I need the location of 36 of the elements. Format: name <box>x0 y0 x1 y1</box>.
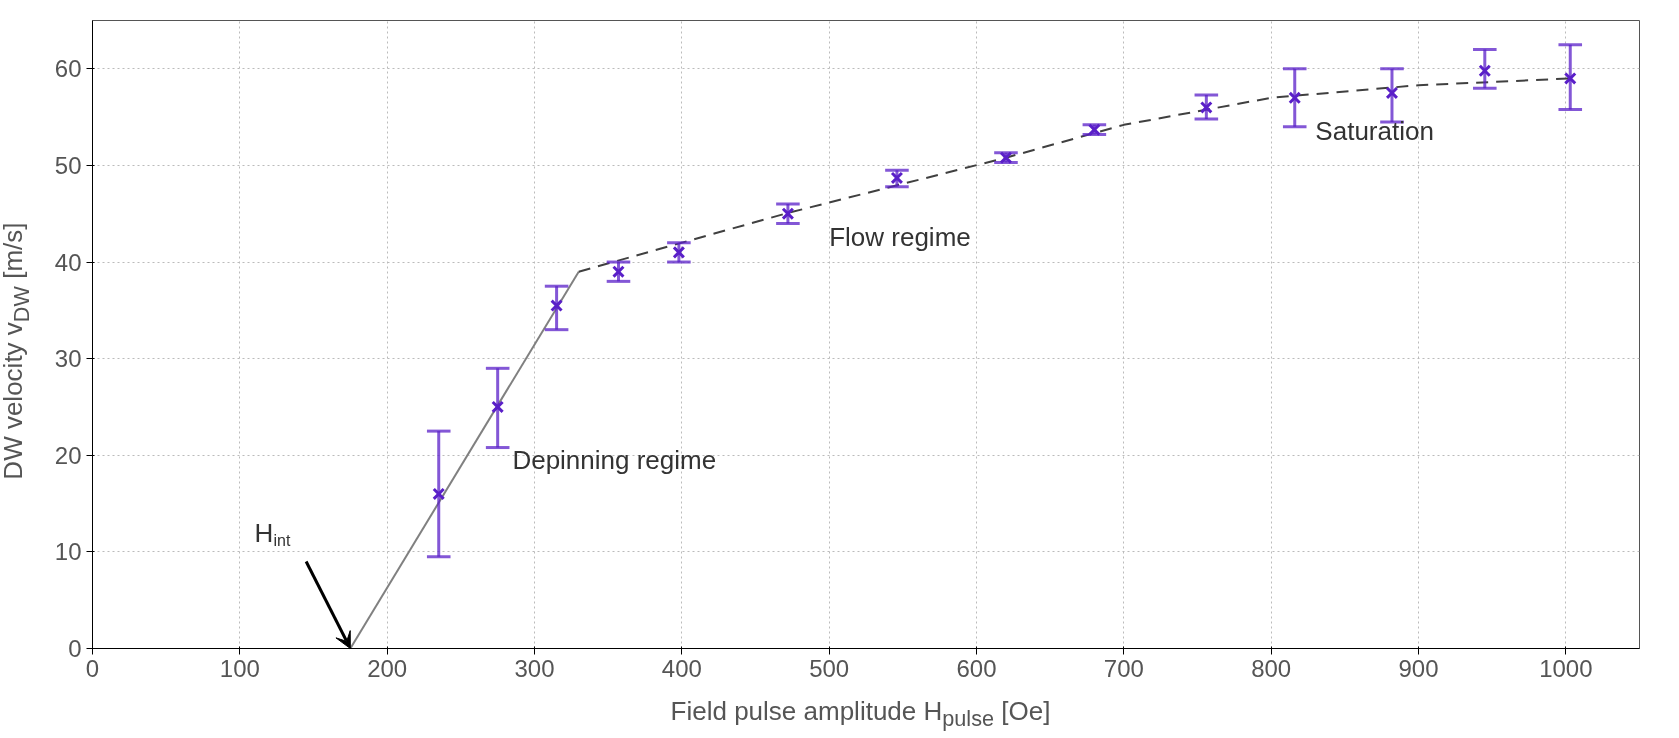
point <box>781 207 795 221</box>
point <box>1478 64 1492 78</box>
x-tick-label: 700 <box>1103 654 1144 682</box>
point <box>432 487 446 501</box>
point <box>491 400 505 414</box>
annotation: Depinning regime <box>512 444 717 475</box>
x-tick-label: 600 <box>956 654 997 682</box>
annotation: Flow regime <box>829 222 971 253</box>
point <box>1385 86 1399 100</box>
point <box>1087 123 1101 137</box>
point <box>550 299 564 312</box>
point <box>1288 91 1302 105</box>
x-tick-label: 800 <box>1251 654 1292 682</box>
annotation: Saturation <box>1315 116 1434 147</box>
point <box>1563 72 1577 85</box>
point <box>672 245 686 259</box>
x-tick-label: 200 <box>367 654 408 682</box>
x-tick-label: 0 <box>85 654 100 682</box>
x-tick-label: 500 <box>809 654 850 682</box>
x-tick-label: 400 <box>661 654 702 682</box>
y-tick-label: 60 <box>54 55 82 83</box>
point <box>999 151 1013 165</box>
y-tick-label: 50 <box>54 151 82 179</box>
y-tick-label: 30 <box>54 345 82 373</box>
y-tick-label: 20 <box>54 441 82 469</box>
point <box>612 265 625 279</box>
point <box>1199 101 1213 114</box>
y-tick-label: 10 <box>54 538 82 566</box>
x-tick-label: 1000 <box>1539 654 1593 682</box>
x-tick-label: 300 <box>514 654 555 682</box>
point <box>890 171 904 185</box>
x-axis-title: Field pulse amplitude H$_{pulse}$ [Oe] <box>669 695 1052 734</box>
y-tick-label: 0 <box>68 635 82 662</box>
y-tick-label: 40 <box>54 248 82 276</box>
x-tick-label: 100 <box>219 654 260 682</box>
x-tick-label: 900 <box>1398 654 1439 682</box>
